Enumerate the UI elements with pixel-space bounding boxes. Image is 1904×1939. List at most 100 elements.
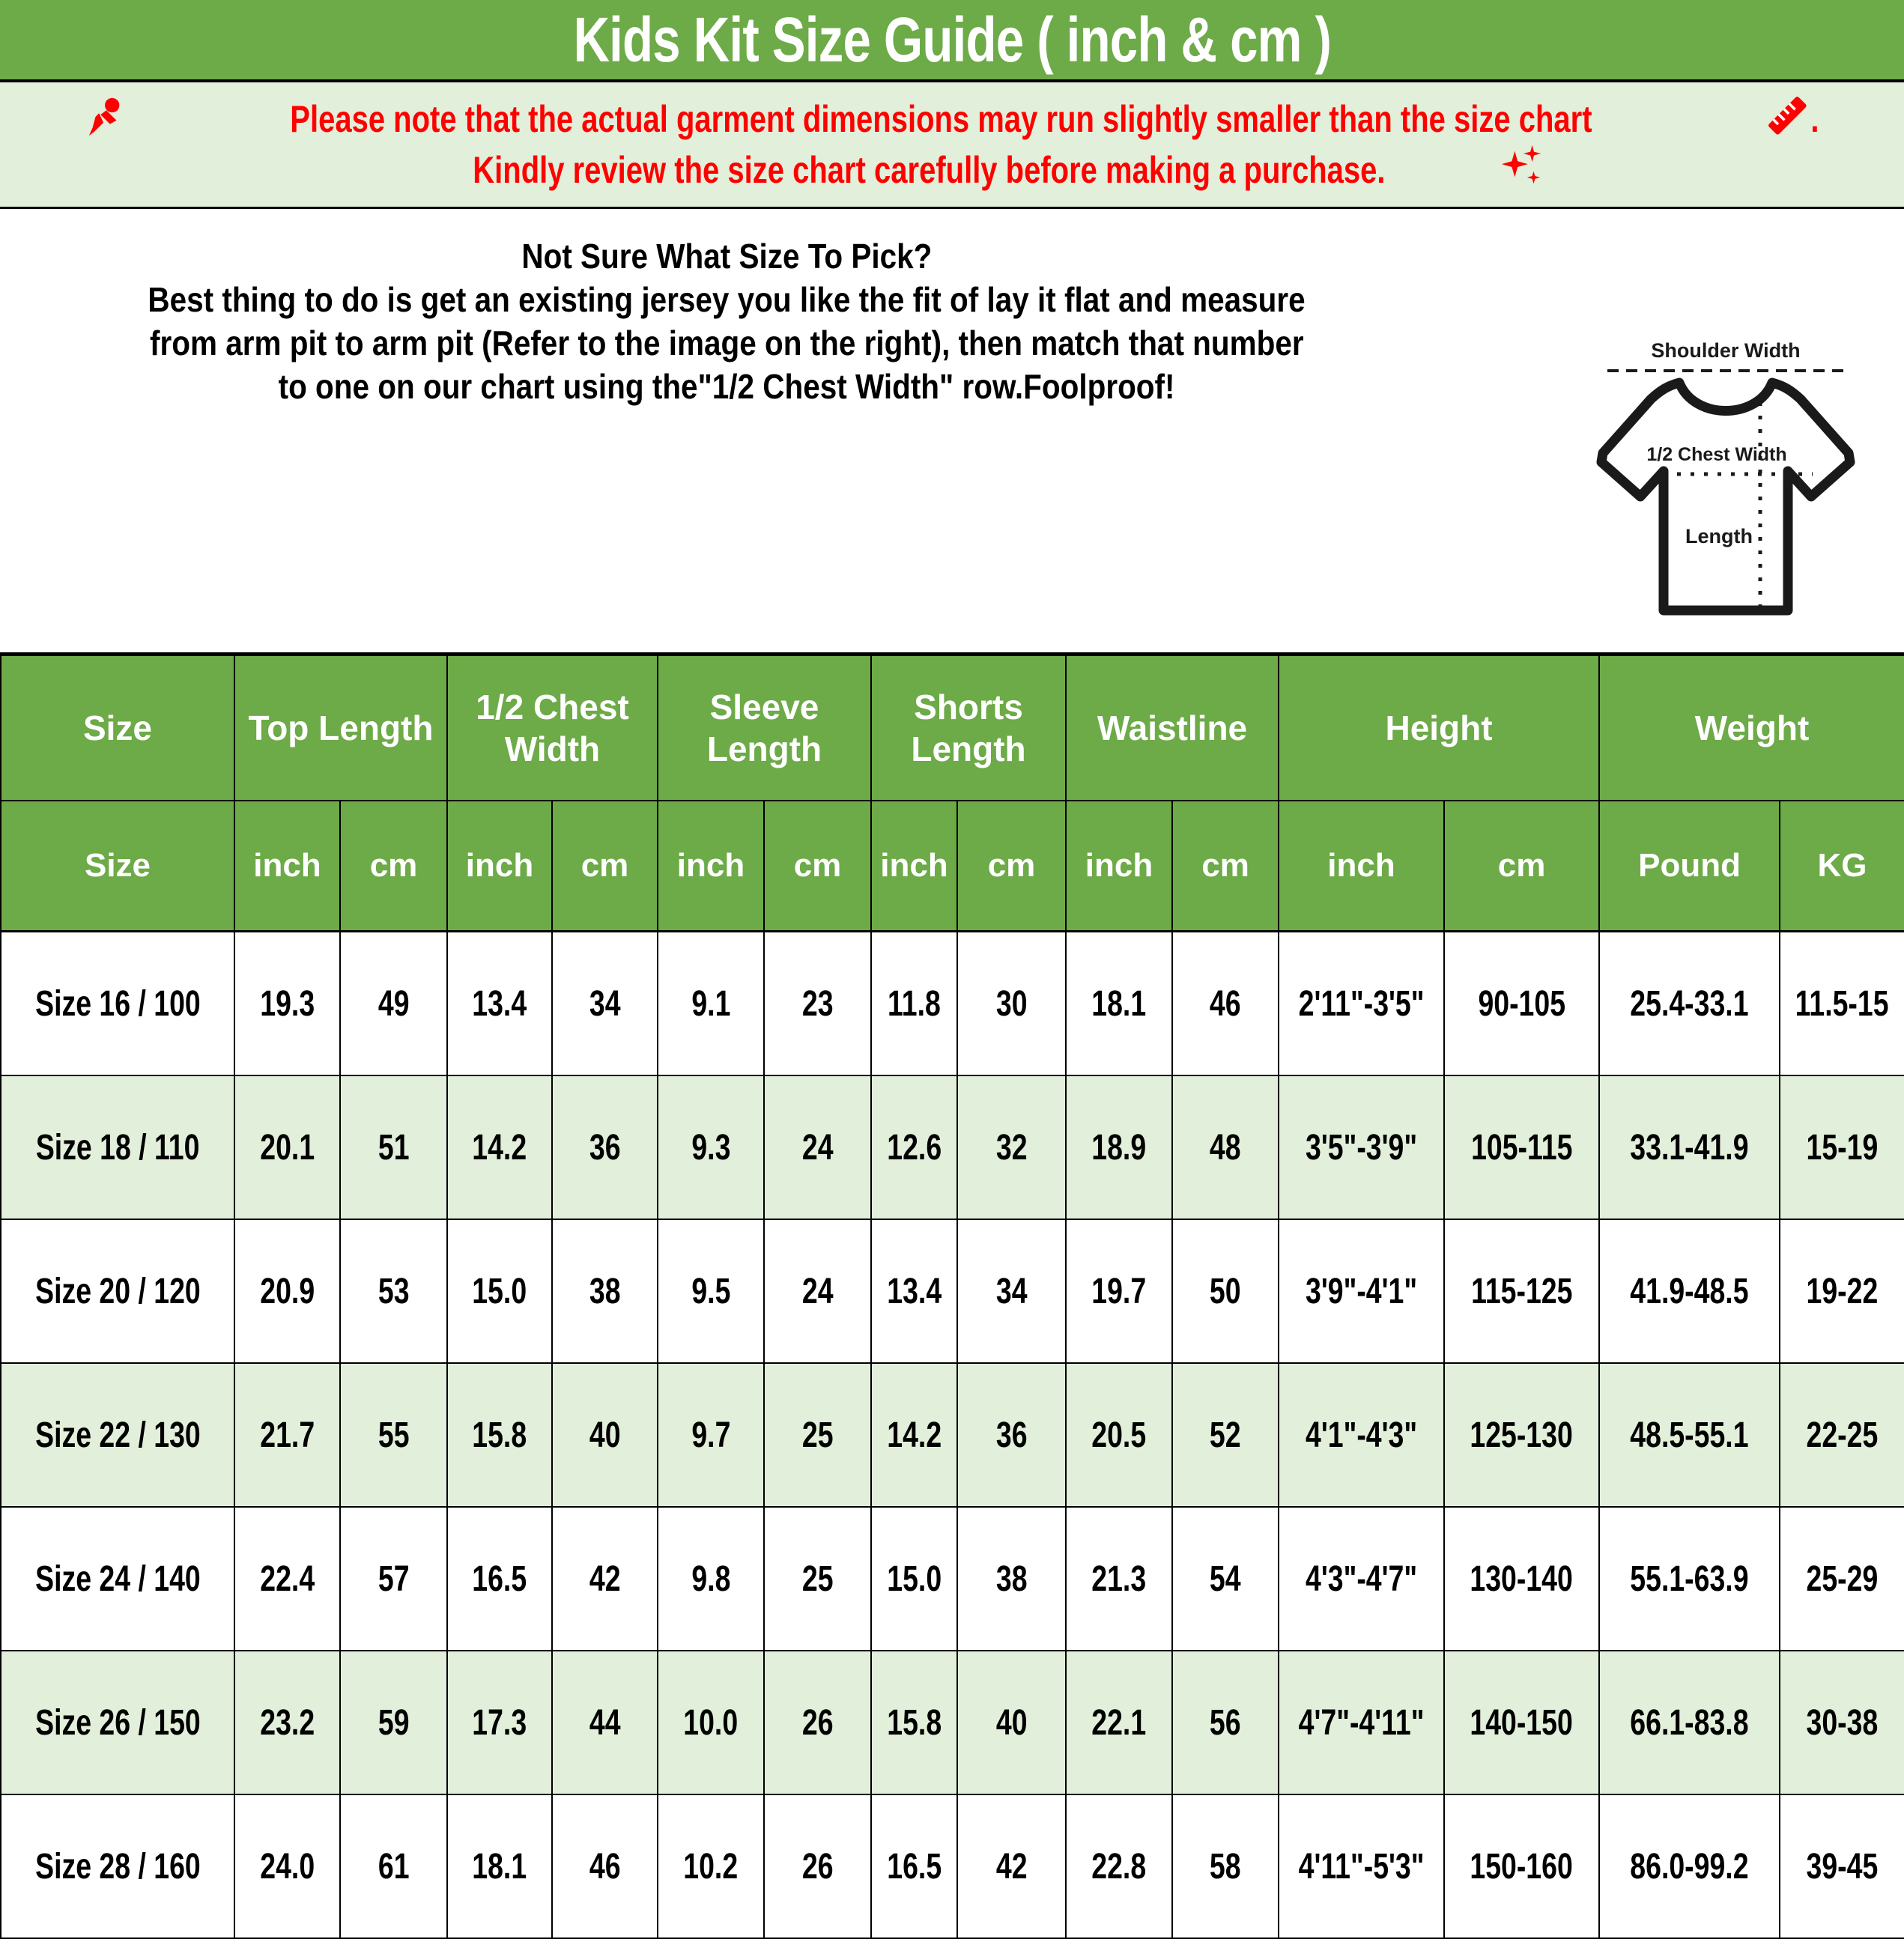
size-value-cell: 14.2 xyxy=(870,1362,958,1508)
size-value-cell: 61 xyxy=(339,1794,448,1939)
size-value-cell: 38 xyxy=(956,1506,1067,1651)
size-row-label: Size 22 / 130 xyxy=(0,1362,235,1508)
size-value-cell: 15.0 xyxy=(446,1219,553,1364)
unit-header-8-cm: cm xyxy=(956,800,1067,932)
size-value-cell: 4'3"-4'7" xyxy=(1278,1506,1446,1651)
size-value-cell: 10.2 xyxy=(657,1794,765,1939)
table-row-size-16-100: Size 16 / 100 19.3 49 13.4 34 9.1 23 11.8 30 18.1… xyxy=(0,930,1904,1076)
table-row-size-26-150: Size 26 / 150 23.2 59 17.3 44 10.0 26 15.8 40 22.… xyxy=(0,1650,1904,1795)
unit-header-4-cm: cm xyxy=(551,800,658,932)
notice-text-2: Kindly review the size chart carefully b… xyxy=(472,149,1386,191)
size-help-line-2: Best thing to do is get an existing jers… xyxy=(148,280,1306,319)
size-value-cell: 24 xyxy=(763,1219,872,1364)
size-value-cell: 3'5"-3'9" xyxy=(1278,1075,1446,1220)
size-value-cell: 57 xyxy=(339,1506,448,1651)
size-value-cell: 2'11"-3'5" xyxy=(1278,930,1446,1076)
size-value-cell: 55 xyxy=(339,1362,448,1508)
size-value-cell: 59 xyxy=(339,1650,448,1795)
size-value-cell: 22.4 xyxy=(234,1506,341,1651)
unit-header-2-cm: cm xyxy=(339,800,448,932)
size-value-cell: 18.1 xyxy=(446,1794,553,1939)
size-value-cell: 20.1 xyxy=(234,1075,341,1220)
size-value-cell: 20.9 xyxy=(234,1219,341,1364)
size-value-cell: 41.9-48.5 xyxy=(1598,1219,1781,1364)
shoulder-width-label: Shoulder Width xyxy=(1651,339,1800,362)
size-value-cell: 90-105 xyxy=(1443,930,1601,1076)
sparkles-icon xyxy=(1502,145,1541,184)
size-value-cell: 4'1"-4'3" xyxy=(1278,1362,1446,1508)
size-value-cell: 25-29 xyxy=(1779,1506,1904,1651)
size-value-cell: 56 xyxy=(1171,1650,1280,1795)
size-value-cell: 51 xyxy=(339,1075,448,1220)
size-value-cell: 86.0-99.2 xyxy=(1598,1794,1781,1939)
size-value-cell: 36 xyxy=(956,1362,1067,1508)
column-group-height: Height xyxy=(1278,655,1601,801)
size-value-cell: 4'11"-5'3" xyxy=(1278,1794,1446,1939)
column-group-1-2-chest-width: 1/2 Chest Width xyxy=(446,655,658,801)
size-row-label: Size 24 / 140 xyxy=(0,1506,235,1651)
notice-banner: Please note that the actual garment dime… xyxy=(0,82,1904,209)
size-value-cell: 26 xyxy=(763,1650,872,1795)
size-value-cell: 150-160 xyxy=(1443,1794,1601,1939)
size-value-cell: 50 xyxy=(1171,1219,1280,1364)
size-value-cell: 40 xyxy=(551,1362,658,1508)
title-banner: Kids Kit Size Guide ( inch & cm ) xyxy=(0,0,1904,82)
size-value-cell: 16.5 xyxy=(446,1506,553,1651)
size-value-cell: 55.1-63.9 xyxy=(1598,1506,1781,1651)
size-value-cell: 46 xyxy=(1171,930,1280,1076)
size-value-cell: 13.4 xyxy=(870,1219,958,1364)
notice-line-2: Kindly review the size chart carefully b… xyxy=(0,142,1904,193)
size-value-cell: 42 xyxy=(551,1506,658,1651)
size-value-cell: 26 xyxy=(763,1794,872,1939)
size-value-cell: 19.7 xyxy=(1065,1219,1174,1364)
size-value-cell: 36 xyxy=(551,1075,658,1220)
size-value-cell: 22-25 xyxy=(1779,1362,1904,1508)
page-title: Kids Kit Size Guide ( inch & cm ) xyxy=(573,4,1331,75)
column-group-header-row: Size Top Length 1/2 Chest Width Sleeve Leng… xyxy=(0,655,1904,801)
size-value-cell: 18.9 xyxy=(1065,1075,1174,1220)
size-value-cell: 53 xyxy=(339,1219,448,1364)
size-value-cell: 30-38 xyxy=(1779,1650,1904,1795)
size-value-cell: 34 xyxy=(551,930,658,1076)
size-value-cell: 22.8 xyxy=(1065,1794,1174,1939)
size-help-line-4: to one on our chart using the"1/2 Chest … xyxy=(278,367,1175,406)
table-row-size-28-160: Size 28 / 160 24.0 61 18.1 46 10.2 26 16.5 42 22.… xyxy=(0,1794,1904,1939)
size-value-cell: 3'9"-4'1" xyxy=(1278,1219,1446,1364)
size-value-cell: 130-140 xyxy=(1443,1506,1601,1651)
size-value-cell: 20.5 xyxy=(1065,1362,1174,1508)
table-row-size-18-110: Size 18 / 110 20.1 51 14.2 36 9.3 24 12.6 32 18.9… xyxy=(0,1075,1904,1220)
size-help-heading: Not Sure What Size To Pick? xyxy=(521,237,933,276)
size-value-cell: 46 xyxy=(551,1794,658,1939)
table-row-size-22-130: Size 22 / 130 21.7 55 15.8 40 9.7 25 14.2 36 20.5… xyxy=(0,1362,1904,1508)
size-value-cell: 21.3 xyxy=(1065,1506,1174,1651)
size-value-cell: 30 xyxy=(956,930,1067,1076)
unit-header-0-size: Size xyxy=(0,800,235,932)
unit-header-5-inch: inch xyxy=(657,800,765,932)
size-value-cell: 18.1 xyxy=(1065,930,1174,1076)
column-group-size: Size xyxy=(0,655,235,801)
size-value-cell: 10.0 xyxy=(657,1650,765,1795)
unit-header-10-cm: cm xyxy=(1171,800,1280,932)
size-value-cell: 54 xyxy=(1171,1506,1280,1651)
size-value-cell: 44 xyxy=(551,1650,658,1795)
size-value-cell: 39-45 xyxy=(1779,1794,1904,1939)
unit-header-13-pound: Pound xyxy=(1598,800,1781,932)
size-value-cell: 15.8 xyxy=(870,1650,958,1795)
unit-header-11-inch: inch xyxy=(1278,800,1446,932)
column-group-waistline: Waistline xyxy=(1065,655,1280,801)
size-value-cell: 25.4-33.1 xyxy=(1598,930,1781,1076)
column-group-sleeve-length: Sleeve Length xyxy=(657,655,872,801)
unit-header-7-inch: inch xyxy=(870,800,958,932)
half-chest-width-label: 1/2 Chest Width xyxy=(1646,444,1786,465)
size-value-cell: 33.1-41.9 xyxy=(1598,1075,1781,1220)
size-value-cell: 11.8 xyxy=(870,930,958,1076)
length-label: Length xyxy=(1685,525,1753,547)
size-value-cell: 42 xyxy=(956,1794,1067,1939)
size-value-cell: 14.2 xyxy=(446,1075,553,1220)
size-value-cell: 11.5-15 xyxy=(1779,930,1904,1076)
size-value-cell: 49 xyxy=(339,930,448,1076)
size-row-label: Size 20 / 120 xyxy=(0,1219,235,1364)
size-value-cell: 66.1-83.8 xyxy=(1598,1650,1781,1795)
size-value-cell: 58 xyxy=(1171,1794,1280,1939)
pushpin-icon xyxy=(88,97,120,136)
